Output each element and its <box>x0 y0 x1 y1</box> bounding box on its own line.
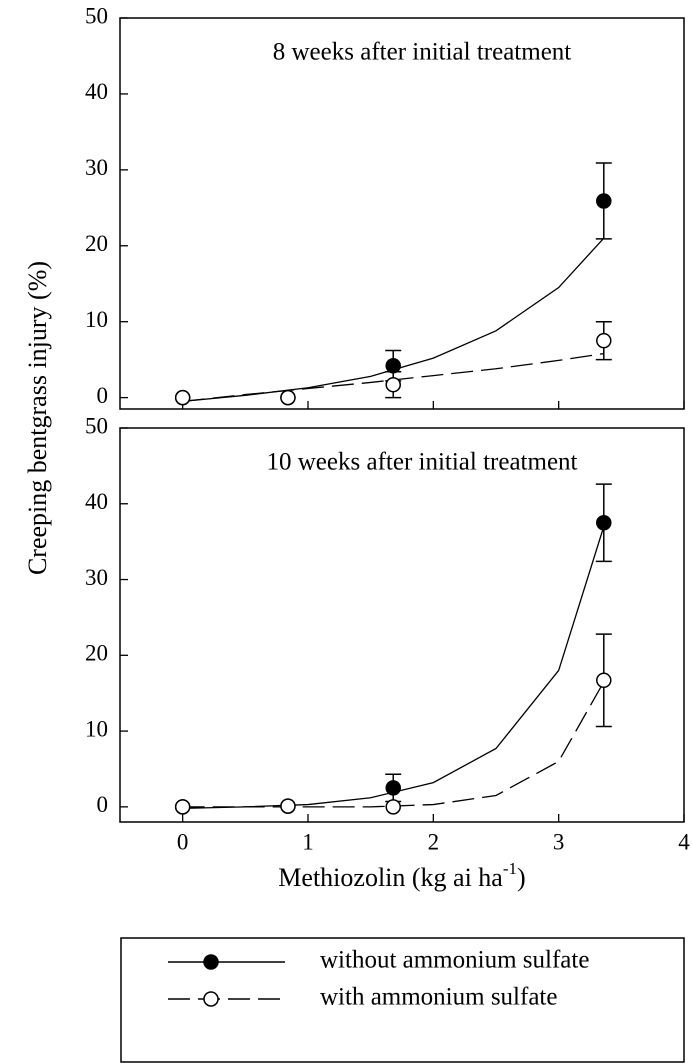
data-point <box>174 799 191 815</box>
fit-line <box>182 352 604 403</box>
data-point <box>596 514 612 531</box>
y-tick-label: 30 <box>85 155 108 180</box>
x-tick-label: 3 <box>553 829 565 854</box>
data-point <box>596 193 612 209</box>
y-tick-label: 10 <box>85 307 108 332</box>
data-point <box>280 798 296 814</box>
plot-frame <box>119 427 685 823</box>
x-tick-label: 0 <box>177 829 189 854</box>
y-tick-label: 50 <box>85 413 108 438</box>
y-tick-label: 40 <box>85 489 108 514</box>
x-tick-label: 4 <box>678 829 690 854</box>
data-point <box>596 672 612 689</box>
x-tick-label: 2 <box>428 829 440 854</box>
y-tick-label: 20 <box>85 231 108 256</box>
y-axis-label: Creeping bentgrass injury (%) <box>23 261 52 575</box>
x-axis-label-superscript: -1 <box>503 859 517 878</box>
data-point <box>385 799 401 815</box>
y-tick-label: 50 <box>85 3 108 28</box>
panel-title: 8 weeks after initial treatment <box>273 39 572 66</box>
legend-label: without ammonium sulfate <box>320 947 589 974</box>
y-tick-label: 10 <box>85 716 108 741</box>
legend-box <box>120 937 685 1063</box>
panel-title: 10 weeks after initial treatment <box>267 449 578 476</box>
fit-line <box>182 681 605 808</box>
x-tick-label: 1 <box>302 829 314 854</box>
legend-marker <box>203 991 219 1007</box>
data-point <box>174 389 191 406</box>
data-point <box>385 376 401 393</box>
x-axis-label: Methiozolin (kg ai ha-1) <box>278 859 525 892</box>
data-point <box>280 389 296 406</box>
fit-line <box>182 526 605 810</box>
data-point <box>385 780 401 796</box>
data-point <box>385 357 401 374</box>
x-axis-label-main: Methiozolin (kg ai ha <box>278 863 503 892</box>
plot-frame <box>119 17 685 410</box>
y-tick-label: 20 <box>85 641 108 666</box>
y-tick-label: 0 <box>97 383 109 408</box>
y-tick-label: 0 <box>97 792 109 817</box>
legend-label: with ammonium sulfate <box>320 984 557 1011</box>
x-axis-label-end: ) <box>517 863 526 892</box>
legend-marker <box>203 954 219 970</box>
y-tick-label: 40 <box>85 79 108 104</box>
data-point <box>596 332 612 349</box>
y-tick-label: 30 <box>85 565 108 590</box>
